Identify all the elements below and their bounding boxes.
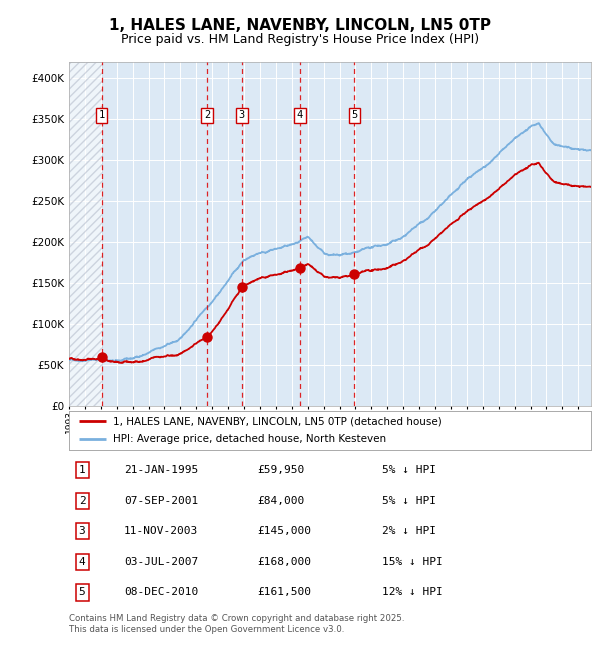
- Bar: [69, 62, 102, 406]
- Text: 1: 1: [79, 465, 85, 475]
- Text: 2: 2: [79, 496, 85, 506]
- Text: Price paid vs. HM Land Registry's House Price Index (HPI): Price paid vs. HM Land Registry's House …: [121, 32, 479, 46]
- Text: £168,000: £168,000: [257, 557, 311, 567]
- Text: £145,000: £145,000: [257, 526, 311, 536]
- Text: 4: 4: [296, 110, 303, 120]
- Text: 3: 3: [239, 110, 245, 120]
- Text: 2% ↓ HPI: 2% ↓ HPI: [382, 526, 436, 536]
- Text: 5% ↓ HPI: 5% ↓ HPI: [382, 465, 436, 475]
- Text: 03-JUL-2007: 03-JUL-2007: [124, 557, 198, 567]
- Text: 5: 5: [351, 110, 358, 120]
- Text: 11-NOV-2003: 11-NOV-2003: [124, 526, 198, 536]
- Text: £161,500: £161,500: [257, 588, 311, 597]
- Text: Contains HM Land Registry data © Crown copyright and database right 2025.
This d: Contains HM Land Registry data © Crown c…: [69, 614, 404, 634]
- Text: 2: 2: [204, 110, 210, 120]
- Text: 07-SEP-2001: 07-SEP-2001: [124, 496, 198, 506]
- Text: 21-JAN-1995: 21-JAN-1995: [124, 465, 198, 475]
- Text: 1: 1: [98, 110, 105, 120]
- Text: 08-DEC-2010: 08-DEC-2010: [124, 588, 198, 597]
- Text: 5% ↓ HPI: 5% ↓ HPI: [382, 496, 436, 506]
- Text: £84,000: £84,000: [257, 496, 304, 506]
- Text: 4: 4: [79, 557, 85, 567]
- Text: £59,950: £59,950: [257, 465, 304, 475]
- Text: 12% ↓ HPI: 12% ↓ HPI: [382, 588, 443, 597]
- Text: 3: 3: [79, 526, 85, 536]
- Text: 1, HALES LANE, NAVENBY, LINCOLN, LN5 0TP: 1, HALES LANE, NAVENBY, LINCOLN, LN5 0TP: [109, 18, 491, 33]
- Text: 15% ↓ HPI: 15% ↓ HPI: [382, 557, 443, 567]
- Text: 1, HALES LANE, NAVENBY, LINCOLN, LN5 0TP (detached house): 1, HALES LANE, NAVENBY, LINCOLN, LN5 0TP…: [113, 417, 442, 426]
- Text: 5: 5: [79, 588, 85, 597]
- Text: HPI: Average price, detached house, North Kesteven: HPI: Average price, detached house, Nort…: [113, 434, 386, 444]
